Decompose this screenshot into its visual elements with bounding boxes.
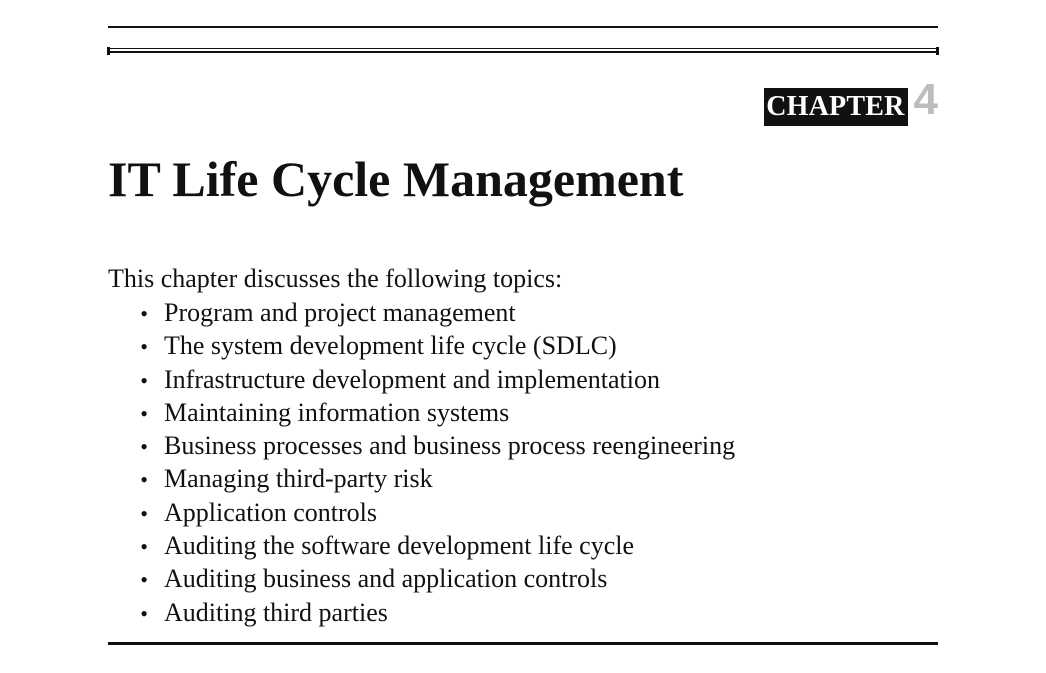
- topic-text: Auditing third parties: [164, 597, 388, 627]
- topic-text: Maintaining information systems: [164, 397, 510, 427]
- topic-list: • Program and project management • The sys…: [108, 296, 735, 629]
- double-rule: [108, 48, 938, 53]
- list-item: • Managing third-party risk: [108, 462, 735, 495]
- list-item: • Auditing third parties: [108, 596, 735, 629]
- topic-text: Application controls: [164, 497, 378, 527]
- topic-text: Auditing the software development life c…: [164, 531, 635, 561]
- list-item: • Program and project management: [108, 296, 735, 329]
- list-item: • Auditing the software development life …: [108, 529, 735, 562]
- top-rule: [108, 26, 938, 28]
- list-item: • Infrastructure development and implemen…: [108, 363, 735, 396]
- topic-text: Auditing business and application contro…: [164, 564, 608, 594]
- chapter-label: CHAPTER: [764, 88, 908, 126]
- bottom-rule: [108, 642, 938, 645]
- bullet-icon: •: [140, 367, 148, 393]
- intro-text: This chapter discusses the following top…: [108, 264, 563, 293]
- bullet-icon: •: [140, 534, 148, 560]
- bullet-icon: •: [140, 600, 148, 626]
- topic-text: The system development life cycle (SDLC): [164, 331, 617, 361]
- chapter-number: 4: [913, 75, 938, 124]
- topic-text: Program and project management: [164, 298, 516, 327]
- list-item: • Auditing business and application contr…: [108, 562, 735, 595]
- double-rule-left-cap: [107, 47, 110, 55]
- bullet-icon: •: [140, 567, 148, 593]
- bullet-icon: •: [140, 400, 148, 426]
- list-item: • Maintaining information systems: [108, 396, 735, 429]
- chapter-heading: CHAPTER 4: [764, 75, 938, 128]
- bullet-icon: •: [140, 467, 148, 493]
- double-rule-right-cap: [936, 47, 939, 55]
- bullet-icon: •: [140, 434, 148, 460]
- list-item: • Application controls: [108, 496, 735, 529]
- bullet-icon: •: [140, 334, 148, 360]
- list-item: • Business processes and business process…: [108, 429, 735, 462]
- bullet-icon: •: [140, 500, 148, 526]
- page-title: IT Life Cycle Management: [108, 151, 684, 207]
- topic-text: Infrastructure development and implement…: [164, 364, 660, 394]
- topic-text: Business processes and business process …: [164, 431, 736, 461]
- list-item: • The system development life cycle (SDLC…: [108, 329, 735, 362]
- bullet-icon: •: [140, 301, 148, 326]
- topic-text: Managing third-party risk: [164, 464, 433, 494]
